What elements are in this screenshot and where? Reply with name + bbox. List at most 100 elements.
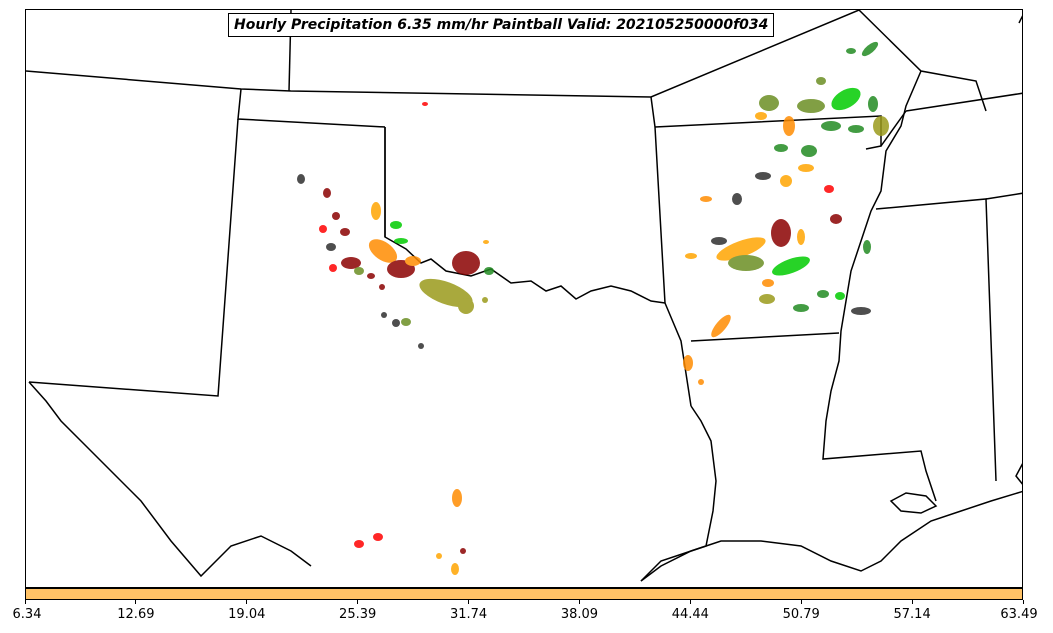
- precip-blob: [390, 221, 402, 229]
- precip-blob: [873, 116, 889, 136]
- precip-blob: [332, 212, 340, 220]
- border-mississippi-river: [822, 70, 937, 502]
- map-title: Hourly Precipitation 6.35 mm/hr Paintbal…: [228, 13, 775, 37]
- state-borders: [26, 10, 1022, 582]
- colorbar-tick-mark: [468, 600, 470, 604]
- colorbar: [25, 588, 1023, 600]
- precip-blob: [482, 297, 488, 303]
- precip-blob: [848, 125, 864, 133]
- colorbar-tick-mark: [24, 600, 26, 604]
- precip-blob: [368, 239, 398, 263]
- precip-blob: [341, 257, 361, 269]
- precip-blob: [460, 548, 466, 554]
- border-co-north: [26, 10, 860, 98]
- precip-blob: [816, 77, 826, 85]
- border-ks-south: [384, 127, 666, 304]
- precip-blob: [732, 193, 742, 205]
- precip-blob: [772, 256, 810, 276]
- precip-blob: [451, 563, 459, 575]
- colorbar-tick-label: 44.44: [671, 607, 709, 622]
- precip-blob: [373, 533, 383, 541]
- precip-blob: [793, 304, 809, 312]
- precip-blob: [379, 284, 385, 290]
- border-nm-west: [28, 118, 239, 397]
- precip-blob: [354, 540, 364, 548]
- precip-blob: [371, 202, 381, 220]
- colorbar-tick-label: 38.09: [560, 607, 599, 622]
- precip-blob: [354, 267, 364, 275]
- precip-blob: [824, 185, 834, 193]
- border-nm-north: [237, 88, 386, 128]
- precip-blob: [698, 379, 704, 385]
- border-la-north: [640, 405, 717, 582]
- precip-blob: [863, 240, 871, 254]
- precip-blob: [381, 312, 387, 318]
- precip-blob: [851, 307, 871, 315]
- precip-blob: [755, 172, 771, 180]
- colorbar-tick-mark: [1022, 600, 1024, 604]
- border-oh: [1018, 15, 1022, 24]
- border-mo-south: [654, 115, 882, 150]
- colorbar-tick-mark: [357, 600, 359, 604]
- precip-blob: [329, 264, 337, 272]
- precip-blob: [831, 87, 861, 111]
- border-ky: [880, 110, 907, 147]
- precip-blob: [685, 253, 697, 259]
- precip-blob: [716, 237, 766, 261]
- precip-blob: [392, 319, 400, 327]
- border-far-east: [1015, 463, 1022, 485]
- precip-blob: [483, 240, 489, 244]
- colorbar-tick-label: 57.14: [893, 607, 931, 622]
- precip-blob: [419, 278, 473, 308]
- precip-blob: [835, 292, 845, 300]
- precip-blob: [711, 237, 727, 245]
- border-bayou: [889, 492, 938, 514]
- precip-blob: [755, 112, 767, 120]
- colorbar-tick-mark: [246, 600, 248, 604]
- border-ar-west: [664, 302, 692, 407]
- precip-blob: [401, 318, 411, 326]
- precip-paintballs: [297, 41, 889, 575]
- precip-blob: [846, 48, 856, 54]
- colorbar-tick-label: 50.79: [782, 607, 820, 622]
- border-gulf-coast: [640, 490, 1022, 582]
- precip-blob: [452, 251, 480, 275]
- precip-blob: [711, 314, 731, 338]
- precip-blob: [762, 279, 774, 287]
- border-tx-coast: [28, 381, 312, 578]
- precip-blob: [326, 243, 336, 251]
- precip-blob: [797, 99, 825, 113]
- precip-blob: [797, 229, 805, 245]
- precip-blob: [458, 298, 474, 314]
- colorbar-tick-label: 25.39: [339, 607, 377, 622]
- precip-blob: [683, 355, 693, 371]
- precip-blob: [771, 219, 791, 247]
- precip-blob: [422, 102, 428, 106]
- precip-blob: [798, 164, 814, 172]
- precip-blob: [323, 188, 331, 198]
- precip-blob: [801, 145, 817, 157]
- precip-blob: [817, 290, 829, 298]
- precip-blob: [821, 121, 841, 131]
- precip-blob: [297, 174, 305, 184]
- precip-blob: [830, 214, 842, 224]
- colorbar-tick-mark: [578, 600, 580, 604]
- precip-blob: [780, 175, 792, 187]
- colorbar-tick-label: 19.04: [228, 607, 266, 622]
- precip-blob: [868, 96, 878, 112]
- colorbar-tick-label: 12.69: [117, 607, 155, 622]
- precip-blob: [340, 228, 350, 236]
- precip-blob: [319, 225, 327, 233]
- colorbar-tick-mark: [689, 600, 691, 604]
- precip-blob: [759, 95, 779, 111]
- precip-blob: [759, 294, 775, 304]
- precip-blob: [436, 553, 442, 559]
- colorbar-tick-label: 31.74: [449, 607, 488, 622]
- colorbar-tick-label: 63.49: [1000, 607, 1038, 622]
- border-ks-east: [650, 96, 666, 304]
- colorbar-tick-mark: [800, 600, 802, 604]
- precip-blob: [728, 255, 764, 271]
- colorbar-tick-mark: [135, 600, 137, 604]
- precip-blob: [484, 267, 494, 275]
- colorbar-tick-label: 6.34: [12, 607, 42, 622]
